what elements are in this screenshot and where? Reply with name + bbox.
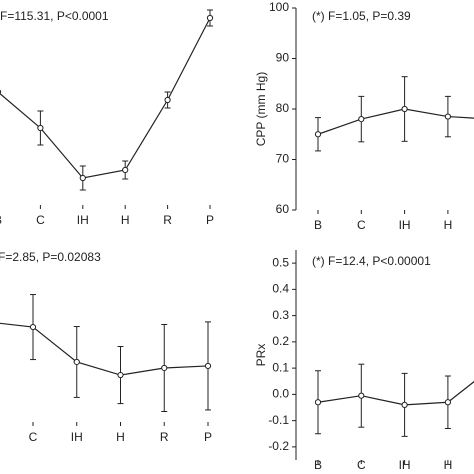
data-point (117, 371, 124, 379)
data-point (444, 113, 451, 120)
x-tick-label: IH (71, 430, 83, 444)
panel-annotation: (*) F=1.05, P=0.39 (312, 9, 411, 23)
x-tick-label: R (160, 430, 169, 444)
y-axis-label: CPP (mm Hg) (254, 72, 268, 146)
data-point (401, 401, 408, 408)
x-tick-label: B (314, 218, 322, 232)
y-tick-label: 100 (269, 0, 289, 14)
data-line (317, 380, 474, 406)
y-tick-label: 0.2 (272, 334, 289, 348)
data-line (317, 108, 474, 135)
x-tick-label: IH (399, 218, 411, 232)
data-point (37, 124, 44, 132)
x-tick-label: H (444, 218, 453, 232)
y-tick-label: -0.1 (268, 413, 289, 427)
x-tick-label: P (204, 430, 212, 444)
data-point (358, 116, 365, 123)
x-tick-label: C (29, 430, 38, 444)
x-tick-label: B (314, 458, 322, 472)
x-tick-label: C (36, 213, 45, 227)
x-tick-label: IH (77, 213, 89, 227)
x-tick-label: C (357, 218, 366, 232)
data-point (444, 399, 451, 406)
x-tick-label: H (121, 213, 130, 227)
y-tick-label: 0.1 (272, 360, 289, 374)
data-point (358, 392, 365, 399)
data-point (314, 131, 322, 138)
x-tick-label: IH (399, 458, 411, 472)
panel-annotation: F=115.31, P<0.0001 (0, 9, 109, 23)
x-tick-label: B (0, 213, 2, 227)
data-point (204, 362, 212, 370)
data-point (401, 105, 408, 113)
x-tick-label: R (163, 213, 172, 227)
data-point (0, 89, 2, 95)
y-tick-label: 60 (276, 202, 290, 216)
y-tick-label: 0.5 (272, 255, 289, 269)
y-tick-label: 0.4 (272, 282, 289, 296)
y-tick-label: 80 (276, 101, 290, 115)
data-point (79, 174, 86, 182)
data-point (206, 14, 214, 22)
y-tick-label: 0.3 (272, 308, 289, 322)
data-point (122, 166, 129, 174)
x-tick-label: H (116, 430, 125, 444)
data-point (314, 399, 322, 406)
y-tick-label: 90 (276, 51, 290, 65)
x-tick-label: C (357, 458, 366, 472)
y-axis-label: PRx (254, 344, 268, 367)
data-line (0, 17, 211, 179)
data-point (29, 323, 37, 331)
data-point (161, 364, 168, 372)
y-tick-label: 70 (276, 152, 290, 166)
panel-annotation: F=2.85, P=0.02083 (0, 250, 101, 264)
y-tick-label: 0.0 (272, 387, 289, 401)
panel-annotation: (*) F=12.4, P<0.00001 (312, 254, 431, 268)
data-point (164, 96, 171, 104)
y-tick-label: -0.2 (268, 439, 289, 453)
data-point (73, 358, 80, 366)
x-tick-label: P (206, 213, 214, 227)
data-line (0, 322, 209, 376)
x-tick-label: H (444, 458, 453, 472)
